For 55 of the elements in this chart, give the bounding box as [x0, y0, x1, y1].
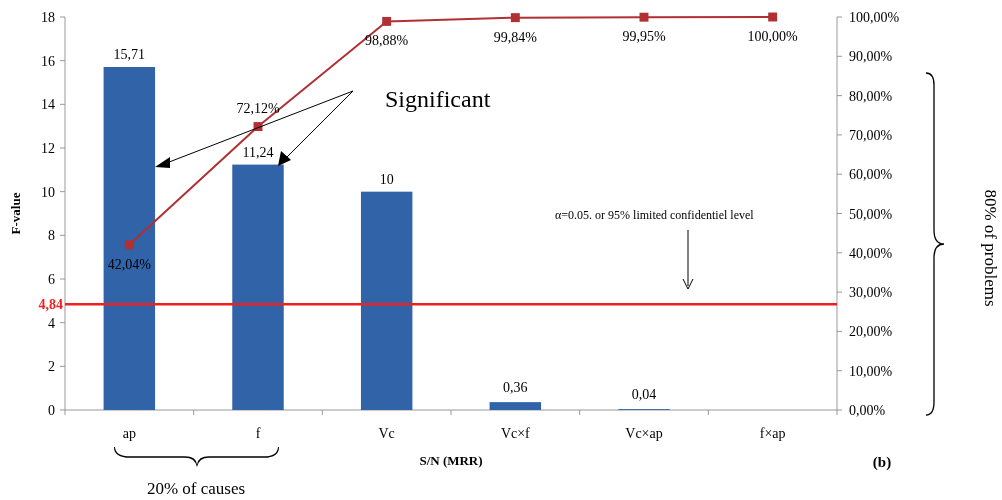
ref-line-label: 4,84 [38, 297, 63, 313]
data-label: 98,88% [365, 33, 409, 49]
annotation: α=0.05. or 95% limited confidentiel level [555, 208, 755, 222]
bar [489, 402, 542, 410]
y2-tick-label: 100,00% [849, 10, 900, 25]
data-label: 10 [379, 171, 394, 187]
data-label: 42,04% [107, 256, 152, 272]
y-tick-label: 10 [41, 184, 55, 200]
point [382, 16, 392, 26]
y-axis-title: F-value [8, 192, 23, 235]
annotation: Significant [385, 86, 491, 112]
y2-tick-label: 60,00% [849, 167, 893, 183]
x-axis-title: S/N (MRR) [419, 453, 483, 468]
y2-tick-label: 0,00% [849, 403, 886, 418]
bar [103, 67, 156, 410]
text: 20% of causes [146, 479, 246, 498]
x-tick-label: f [255, 426, 261, 441]
y2-tick-label: 50,00% [849, 206, 893, 222]
point [639, 12, 649, 22]
y-tick-label: 0 [48, 403, 55, 418]
y-tick-label: 14 [41, 97, 55, 113]
y-tick-label: 16 [41, 53, 55, 69]
point [768, 12, 778, 22]
y2-tick-label: 10,00% [849, 363, 893, 379]
x-tick-label: ap [122, 426, 136, 441]
y2-tick-label: 40,00% [849, 245, 893, 261]
y2-tick-label: 20,00% [849, 324, 893, 340]
data-label: 99,84% [493, 29, 538, 45]
y2-tick-label: 80,00% [849, 88, 893, 104]
y2-tick-label: 90,00% [849, 49, 893, 65]
y-tick-label: 18 [41, 10, 55, 25]
x-tick-label: Vc×f [500, 426, 531, 441]
y2-tick-label: 30,00% [849, 285, 893, 301]
x-tick-label: Vc [378, 426, 395, 441]
y-tick-label: 2 [48, 359, 55, 375]
y-tick-label: 6 [48, 272, 55, 287]
data-label: 11,24 [242, 144, 274, 160]
data-label: 72,12% [236, 100, 280, 116]
y-tick-label: 4 [48, 315, 55, 331]
point [510, 13, 520, 23]
data-label: 100,00% [747, 29, 799, 44]
y2-tick-label: 70,00% [849, 127, 893, 143]
data-label: 99,95% [622, 29, 666, 45]
text: 80% of problems [981, 189, 1000, 307]
data-label: 15,71 [113, 47, 146, 62]
bar [360, 191, 413, 410]
data-label: 0,36 [503, 380, 528, 396]
x-tick-label: Vc×ap [625, 426, 663, 441]
point [124, 240, 134, 250]
text: (b) [872, 454, 892, 471]
x-tick-label: f×ap [759, 426, 786, 441]
y-tick-label: 8 [48, 228, 55, 244]
y-tick-label: 12 [41, 141, 55, 156]
data-label: 0,04 [631, 387, 657, 403]
bar [232, 164, 284, 410]
